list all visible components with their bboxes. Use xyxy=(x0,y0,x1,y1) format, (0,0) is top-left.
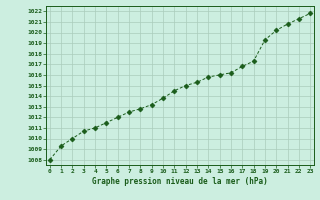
X-axis label: Graphe pression niveau de la mer (hPa): Graphe pression niveau de la mer (hPa) xyxy=(92,177,268,186)
